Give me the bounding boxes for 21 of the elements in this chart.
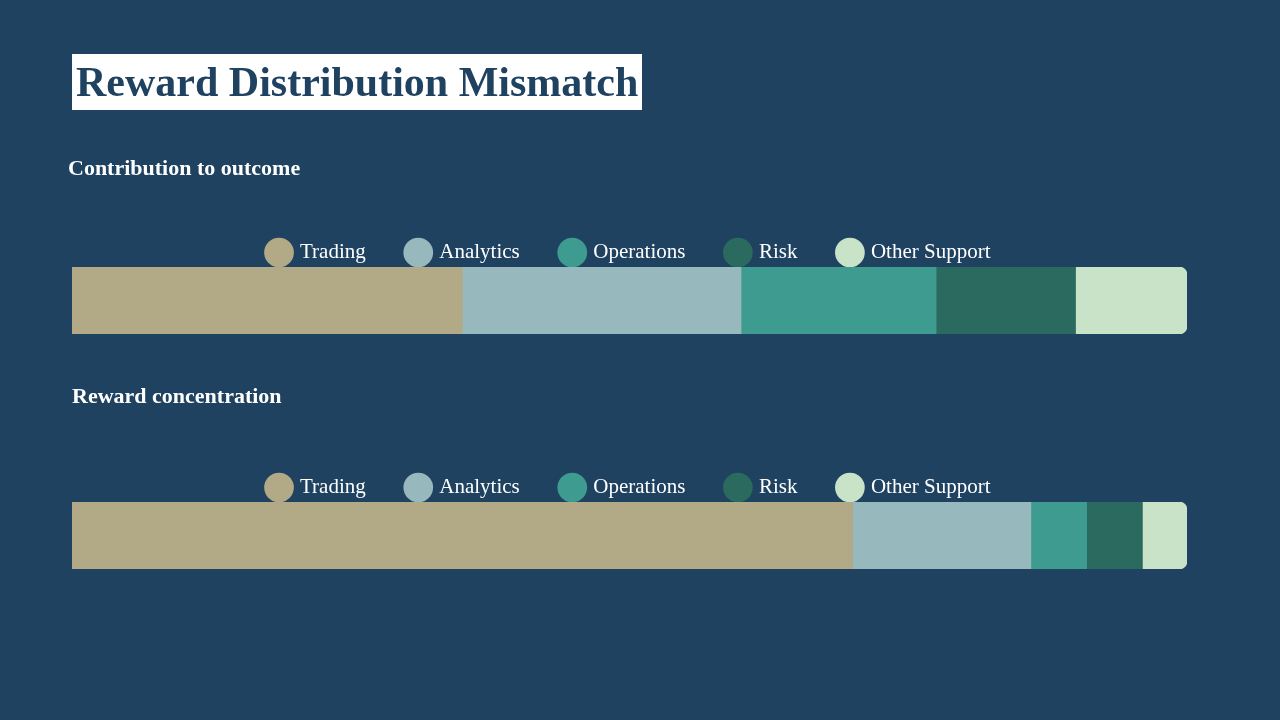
legend-label: Risk bbox=[758, 239, 798, 264]
bar bbox=[740, 267, 937, 334]
bar bbox=[1086, 502, 1143, 569]
legend-label: Operations bbox=[593, 474, 686, 499]
bar bbox=[1142, 502, 1187, 569]
legend-label: Operations bbox=[593, 239, 686, 264]
chart-subtitle: Contribution to outcome bbox=[68, 155, 301, 181]
legend-label: Risk bbox=[758, 474, 798, 499]
chart-title: Reward Distribution Mismatch bbox=[72, 54, 643, 110]
bar bbox=[461, 267, 742, 334]
legend-label: Other Support bbox=[870, 474, 991, 499]
bar bbox=[1075, 267, 1187, 334]
bar bbox=[1030, 502, 1087, 569]
bar bbox=[852, 502, 1032, 569]
bar bbox=[935, 267, 1076, 334]
legend-label: Trading bbox=[300, 474, 367, 499]
legend-label: Analytics bbox=[439, 474, 520, 499]
legend-label: Other Support bbox=[870, 239, 991, 264]
legend-label: Trading bbox=[300, 239, 367, 264]
legend-label: Analytics bbox=[439, 239, 520, 264]
chart-title: Reward concentration bbox=[72, 383, 282, 409]
